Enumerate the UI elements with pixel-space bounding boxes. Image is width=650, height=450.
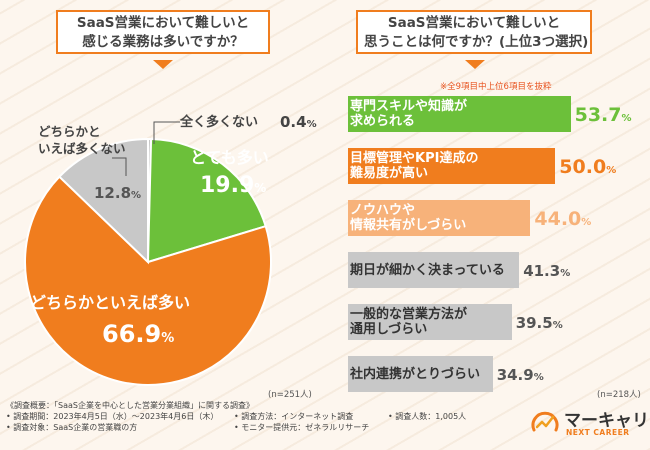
slice-value-very-many-unit: % [254, 181, 266, 195]
slice-value-somewhat-many-unit: % [161, 331, 174, 346]
pie-sample-size: (n=251人) [268, 390, 312, 400]
slice-value-not-at-all-num: 0.4 [280, 113, 307, 131]
leader-line-not-at-all [153, 121, 180, 144]
slice-very-many [146, 138, 267, 264]
bar-label-line2: 情報共有がしづらい [350, 218, 467, 233]
bar-value-number: 50.0 [559, 155, 607, 178]
bar-value-tight-deadlines: 41.3% [523, 262, 570, 280]
survey-provider: • モニター提供元：ゼネラルリサーチ [234, 423, 370, 432]
question-right-line2: 思うことは何ですか？(上位3つ選択) [364, 34, 589, 50]
bar-tight-deadlines [348, 252, 520, 288]
bar-label-line1: ノウハウや [350, 203, 416, 218]
bar-value-number: 53.7 [574, 103, 622, 126]
survey-target: • 調査対象：SaaS企業の営業職の方 [6, 423, 138, 432]
logo-mark-icon [531, 411, 559, 432]
bar-value-internal-coordination: 34.9% [497, 366, 544, 384]
bar-value-unit: % [560, 267, 571, 279]
bar-label-knowhow-sharing: ノウハウや 情報共有がしづらい [350, 203, 530, 233]
bar-value-unit: % [606, 164, 617, 176]
bar-kpi-difficulty [348, 148, 556, 184]
logo-name: マーキャリ [564, 411, 649, 431]
bar-label-internal-coordination: 社内連携がとりづらい [350, 367, 530, 382]
slice-value-somewhat-many-num: 66.9 [102, 320, 161, 348]
bar-value-number: 41.3 [523, 261, 561, 280]
question-right-arrow-icon [465, 60, 485, 69]
bar-value-specialized-skill: 53.7% [575, 104, 632, 126]
bar-value-unit: % [581, 216, 592, 228]
survey-method: • 調査方法：インターネット調査 [234, 412, 354, 421]
bar-label-kpi-difficulty: 目標管理やKPI達成の 難易度が高い [350, 151, 530, 181]
slice-value-somewhat-many: 66.9% [102, 320, 174, 348]
bar-value-number: 44.0 [534, 207, 582, 230]
bar-specialized-skill [348, 96, 571, 132]
slice-value-very-many: 19.9% [200, 173, 266, 198]
survey-period: • 調査期間：2023年4月5日（水）～2023年4月6日（木） [6, 412, 219, 421]
bar-label-line1: 一般的な営業方法が [350, 307, 468, 322]
slice-value-not-so-much-num: 12.8 [94, 184, 131, 202]
question-left-line1: SaaS営業において難しいと [76, 15, 250, 31]
survey-count: • 調査人数：1,005人 [388, 412, 467, 421]
leader-line-not-so-much [112, 157, 127, 176]
question-left-arrow-icon [153, 60, 173, 69]
bar-label-line1: 専門スキルや知識が [350, 99, 468, 114]
bar-value-number: 39.5 [515, 313, 553, 332]
slice-value-not-at-all: 0.4% [280, 113, 317, 131]
bar-sample-size: (n=218人) [597, 390, 641, 400]
slice-label-not-so-much-line2: いえば多くない [38, 141, 126, 156]
question-left-box: SaaS営業において難しいと 感じる業務は多いですか？ [56, 10, 270, 54]
bar-value-kpi-difficulty: 50.0% [559, 156, 616, 178]
bar-label-line2: 難易度が高い [350, 166, 429, 181]
slice-value-not-so-much: 12.8% [94, 184, 141, 202]
bar-value-unit: % [552, 319, 563, 331]
bar-label-line1: 社内連携がとりづらい [350, 366, 481, 382]
question-left-line2: 感じる業務は多いですか？ [82, 34, 244, 50]
bar-methods-not-work [348, 304, 512, 340]
logo-subtitle: NEXT CAREER [566, 428, 630, 437]
bar-value-unit: % [621, 112, 632, 124]
survey-title: 《調査概要：「SaaS企業を中心とした営業分業組織」に関する調査》 [6, 401, 254, 410]
slice-label-not-so-much-line1: どちらかと [38, 124, 101, 139]
question-right-box: SaaS営業において難しいと 思うことは何ですか？(上位3つ選択) [356, 10, 592, 54]
bar-value-number: 34.9 [496, 365, 534, 384]
bar-label-line2: 通用しづらい [350, 322, 428, 337]
question-right-line1: SaaS営業において難しいと [387, 15, 561, 31]
bar-value-methods-not-work: 39.5% [516, 314, 563, 332]
slice-label-very-many: とても多い [190, 148, 269, 167]
bar-chart-note: ※全9項目中上位6項目を抜粋 [440, 82, 552, 92]
bar-value-knowhow-sharing: 44.0% [534, 208, 591, 230]
slice-value-very-many-num: 19.9 [200, 173, 254, 198]
bar-knowhow-sharing [348, 200, 531, 236]
bar-internal-coordination [348, 356, 493, 392]
logo: マーキャリ NEXT CAREER [530, 404, 649, 444]
slice-label-not-at-all: 全く多くない [179, 114, 258, 130]
bar-label-methods-not-work: 一般的な営業方法が 通用しづらい [350, 307, 530, 337]
bar-label-line2: 求められる [350, 114, 416, 129]
slice-value-not-at-all-unit: % [307, 119, 317, 130]
bar-label-line1: 期日が細かく決まっている [350, 262, 505, 278]
slice-value-not-so-much-unit: % [131, 190, 141, 201]
slice-label-somewhat-many: どちらかといえば多い [30, 293, 190, 312]
bar-value-unit: % [533, 371, 544, 383]
slice-somewhat-many [24, 175, 273, 386]
bar-label-tight-deadlines: 期日が細かく決まっている [350, 263, 530, 278]
bar-label-specialized-skill: 専門スキルや知識が 求められる [350, 99, 530, 129]
bar-label-line1: 目標管理やKPI達成の [350, 151, 479, 166]
